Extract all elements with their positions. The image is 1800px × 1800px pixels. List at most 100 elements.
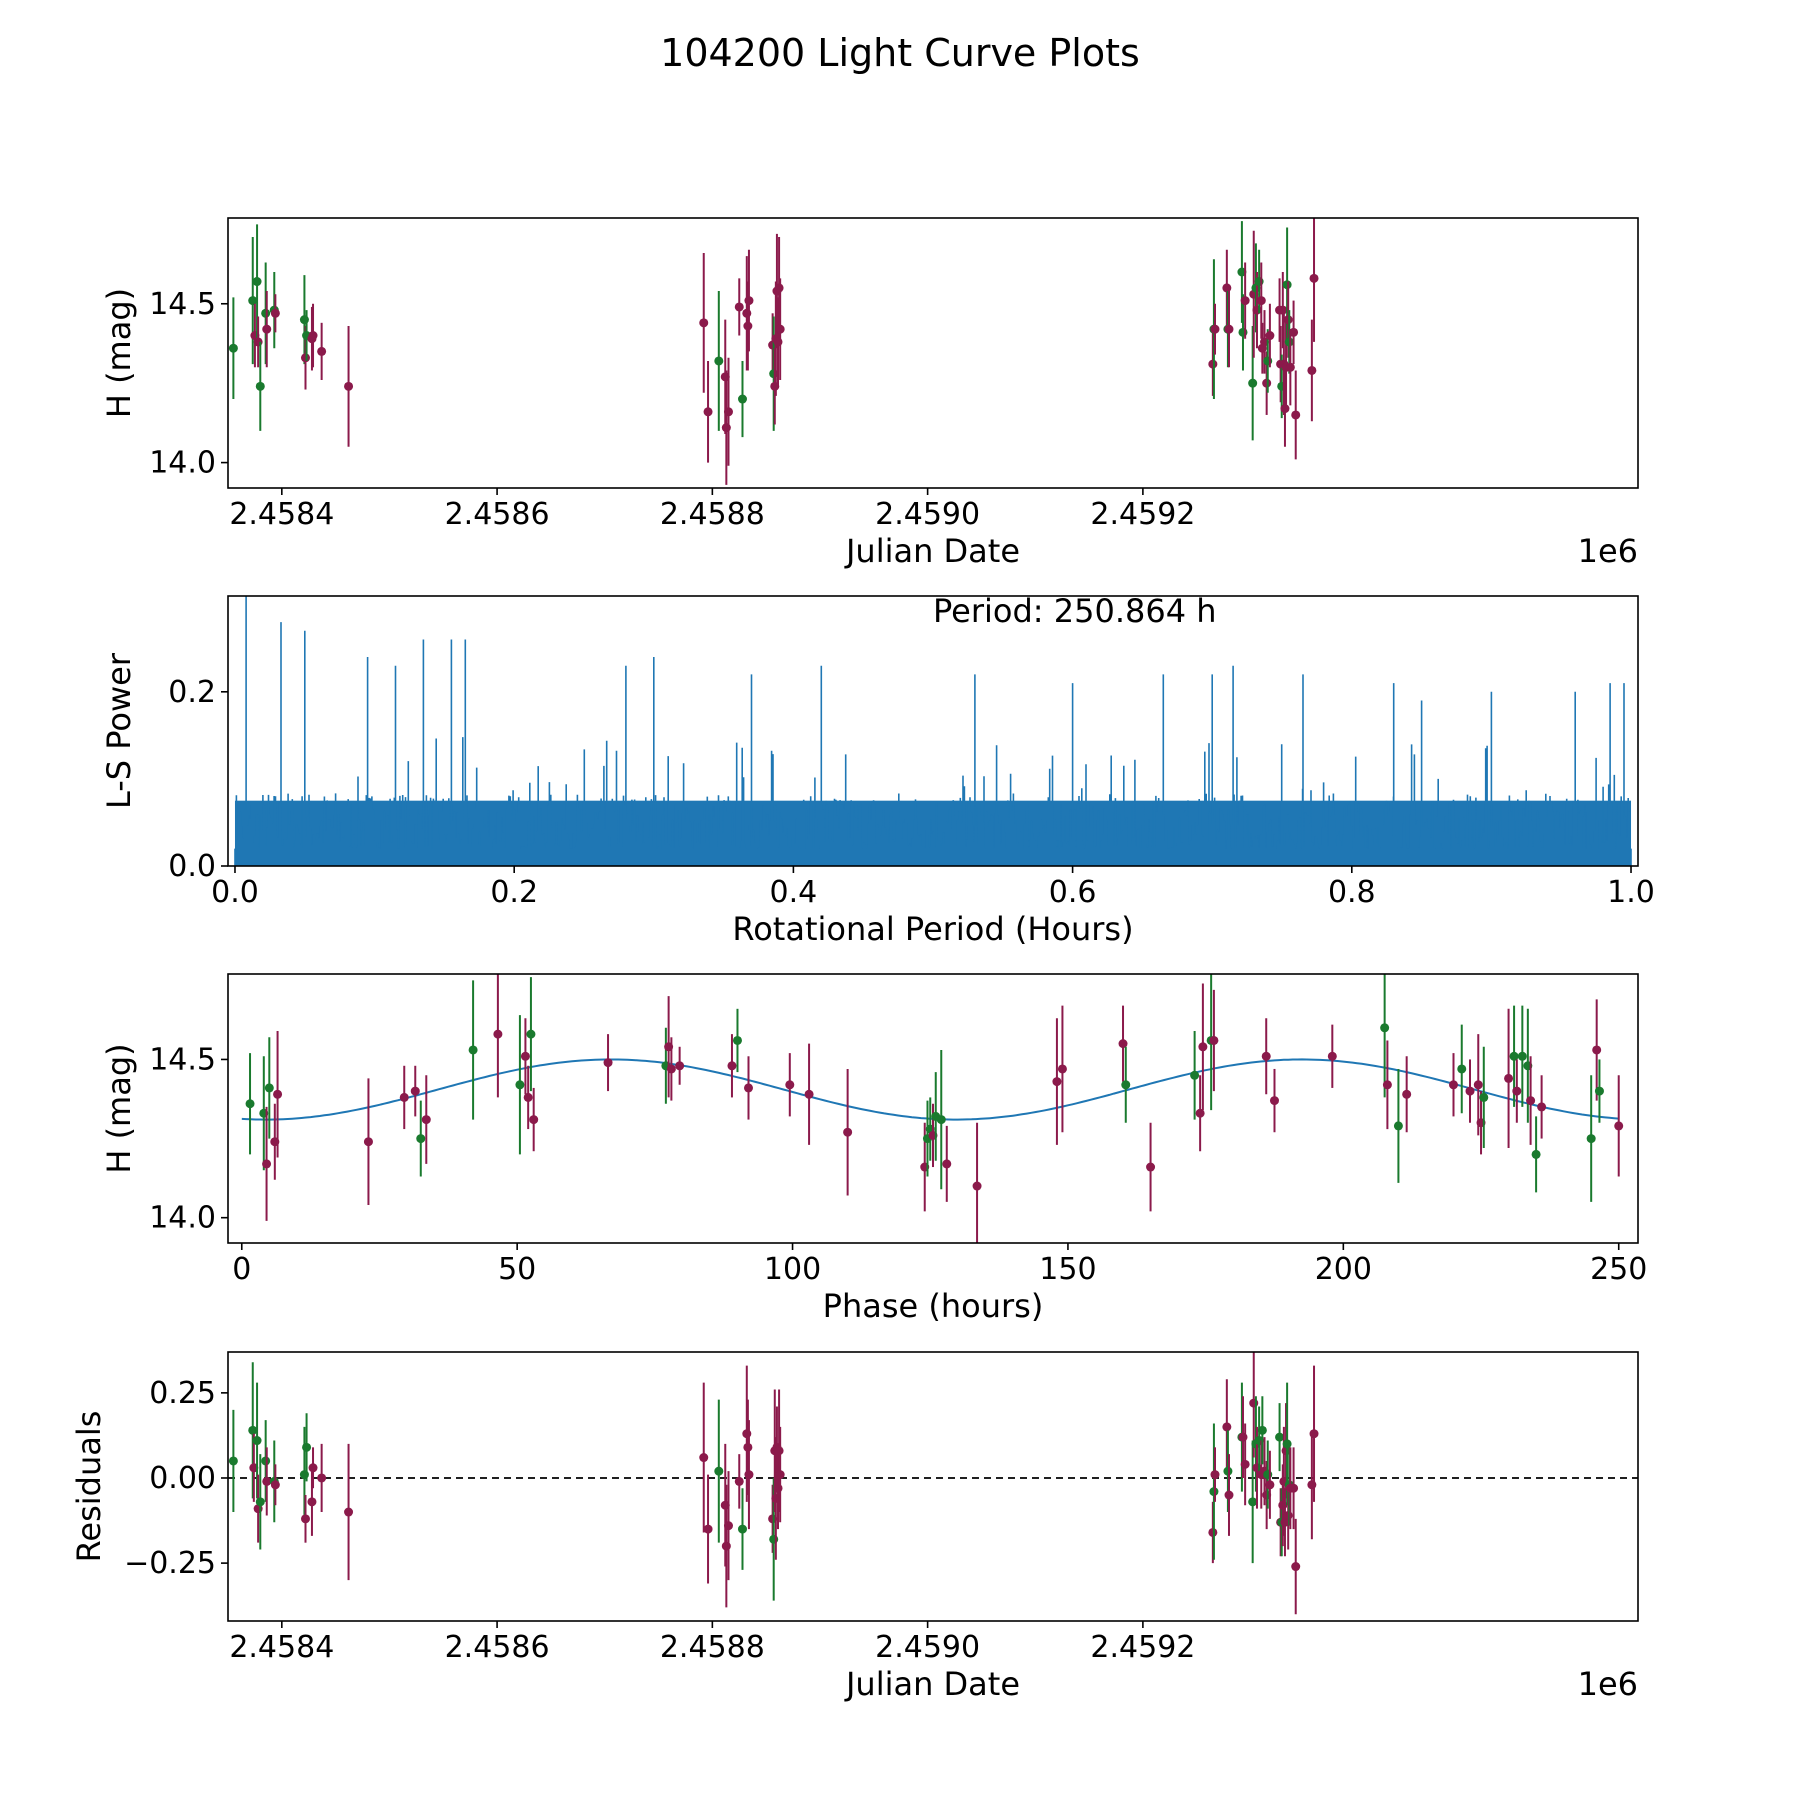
chart-3-data-point [1222,1422,1232,1432]
chart-0-y-tick-label: 14.0 [149,446,216,481]
chart-2-data-point [1614,1121,1624,1131]
chart-0-data-point [1240,296,1250,306]
chart-3-x-tick-label: 2.4590 [875,1630,980,1665]
chart-2-data-point [1509,1051,1519,1061]
chart-0-data-point [228,343,238,353]
chart-2-x-tick-label: 50 [498,1252,536,1287]
chart-2-data-point [675,1061,685,1071]
chart-2-data-point [1504,1073,1514,1083]
chart-0-data-point [774,283,784,293]
chart-2-data-point [1146,1162,1156,1172]
chart-2-data-point [245,1099,255,1109]
chart-1-x-tick-label: 1.0 [1607,875,1655,910]
chart-0-data-point [737,394,747,404]
chart-0-data-point [1307,365,1317,375]
chart-3-data-point [317,1473,327,1483]
chart-3-data-point [737,1524,747,1534]
chart-2-data-point [1195,1108,1205,1118]
chart-2-data-point [1517,1051,1527,1061]
chart-3-data-point [248,1425,258,1435]
chart-0-data-point [344,381,354,391]
chart-0-x-tick-label: 2.4588 [660,497,765,532]
chart-1-power-series [234,596,1632,866]
chart-0-data-point [317,346,327,356]
chart-2-data-point [1209,1035,1219,1045]
chart-0-offset-label: 1e6 [1578,532,1638,570]
chart-0-data-point [1291,410,1301,420]
chart-1-frame [227,595,1639,867]
chart-3-x-tick-label: 2.4588 [660,1630,765,1665]
chart-0-data-point [1289,327,1299,337]
chart-2-data-point [1327,1051,1337,1061]
chart-2-data-point [666,1064,676,1074]
chart-2-frame [227,973,1639,1244]
chart-2-data-point [1121,1080,1131,1090]
chart-3-data-point [1210,1470,1220,1480]
chart-0-data-point [1224,324,1234,334]
chart-2-data-point [1592,1045,1602,1055]
chart-3-x-axis-label: Julian Date [844,1665,1020,1703]
chart-0-data-point [1283,315,1293,325]
chart-0-frame [227,217,1639,489]
chart-3-data-point [1240,1459,1250,1469]
chart-3-plot-area [228,1352,1638,1615]
chart-3-data-point [261,1456,271,1466]
chart-3-data-point [703,1524,713,1534]
chart-1-y-axis-label: L-S Power [100,652,138,809]
chart-3-y-axis-label: Residuals [70,1411,108,1563]
chart-2-data-point [264,1083,274,1093]
chart-3-data-point [344,1507,354,1517]
chart-0-x-tick-label: 2.4590 [875,497,980,532]
chart-3-data-point [1257,1425,1267,1435]
chart-0-x-tick-label: 2.4586 [445,497,550,532]
chart-1-x-tick-label: 0.8 [1328,875,1376,910]
chart-0-x-tick-label: 2.4592 [1090,497,1195,532]
chart-2-y-tick-label: 14.5 [149,1042,216,1077]
chart-2-data-point [1198,1042,1208,1052]
chart-2-data-point [515,1080,525,1090]
chart-0-data-point [1282,280,1292,290]
chart-0-data-point [743,321,753,331]
chart-2-data-point [732,1035,742,1045]
chart-0-data-point [1208,359,1218,369]
chart-2-data-point [603,1058,613,1068]
chart-2-data-point [1057,1064,1067,1074]
chart-0-data-point [1256,296,1266,306]
chart-2-data-point [273,1089,283,1099]
chart-0-x-tick-label: 2.4584 [229,497,334,532]
chart-3-data-point [228,1456,238,1466]
chart-0-data-point [1280,404,1290,414]
chart-2-y-axis-label: H (mag) [100,1043,138,1173]
chart-2-x-tick-label: 150 [1039,1252,1096,1287]
chart-3-x-tick-label: 2.4592 [1090,1630,1195,1665]
chart-2-data-point [942,1159,952,1169]
chart-0-data-point [1278,305,1288,315]
chart-0-data-point [1285,362,1295,372]
chart-1-x-axis-label: Rotational Period (Hours) [732,910,1133,948]
chart-2-data-point [936,1115,946,1125]
chart-0-data-point [261,308,271,318]
chart-3-data-point [308,1463,318,1473]
chart-2-data-point [1586,1134,1596,1144]
figure-title: 104200 Light Curve Plots [660,31,1140,75]
chart-3-data-point [1248,1497,1258,1507]
chart-3-data-point [270,1480,280,1490]
chart-3-data-point [255,1497,265,1507]
chart-3-x-tick-label: 2.4584 [229,1630,334,1665]
chart-0-data-point [775,324,785,334]
chart-0-plot-area [228,218,1319,485]
chart-2-data-point [399,1092,409,1102]
chart-3-offset-label: 1e6 [1578,1665,1638,1703]
chart-3-data-point [699,1453,709,1463]
chart-0-data-point [723,407,733,417]
chart-3-data-point [743,1442,753,1452]
chart-0-x-axis-label: Julian Date [844,532,1020,570]
chart-3-data-point [1224,1490,1234,1500]
chart-0-data-point [1222,283,1232,293]
chart-0-data-point [1262,378,1272,388]
chart-1-x-tick-label: 0.2 [490,875,538,910]
chart-2-data-point [493,1029,503,1039]
chart-3-data-point [300,1514,310,1524]
chart-3-data-point [734,1476,744,1486]
